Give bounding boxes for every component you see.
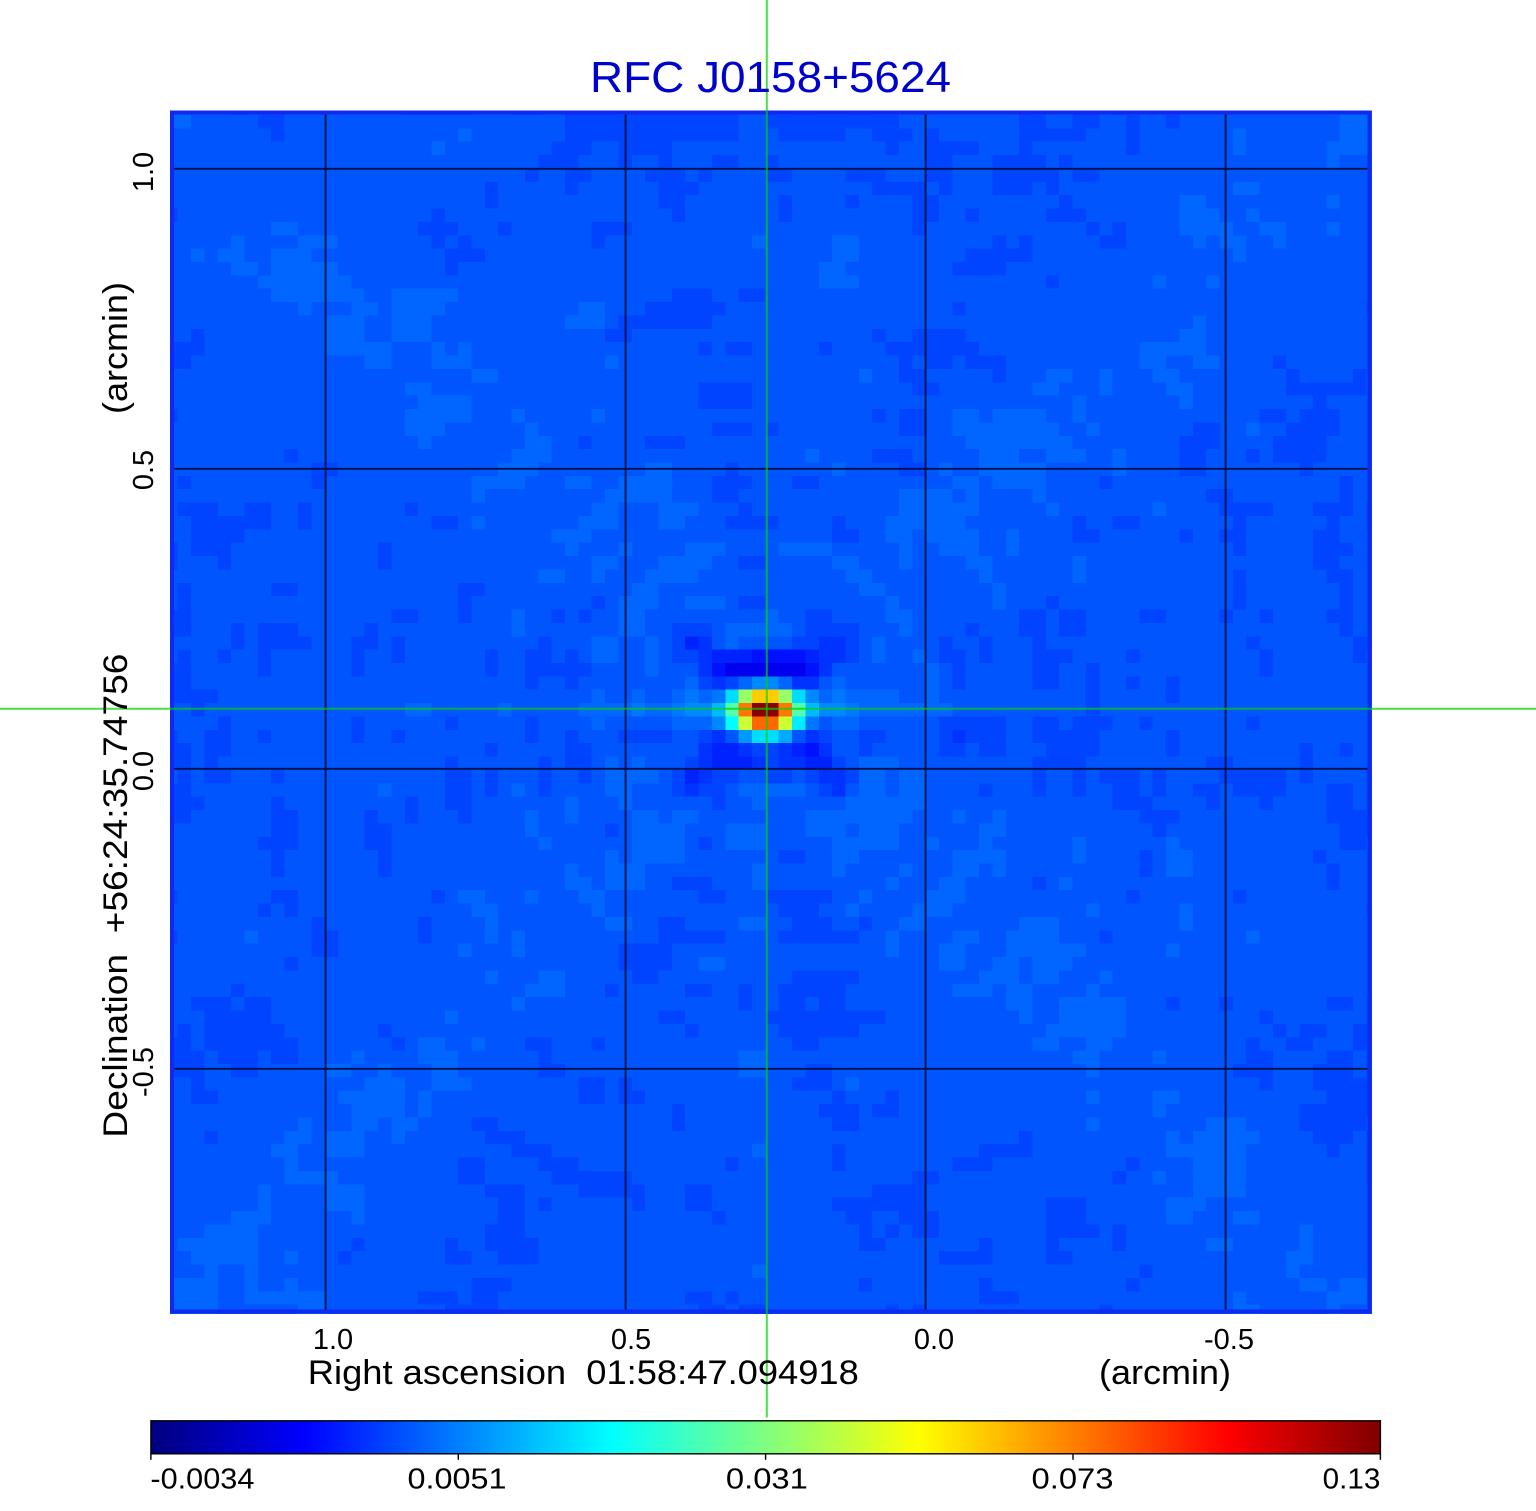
svg-text:Declination +56:24:35.74756: Declination +56:24:35.74756 (97, 654, 135, 1138)
svg-text:-0.5: -0.5 (1204, 1324, 1254, 1356)
svg-text:(arcmin): (arcmin) (1099, 1354, 1231, 1392)
svg-text:Right ascension 01:58:47.0949: Right ascension 01:58:47.094918 (308, 1354, 859, 1392)
svg-text:RFC J0158+5624: RFC J0158+5624 (590, 54, 951, 102)
svg-text:0.0051: 0.0051 (408, 1464, 507, 1496)
svg-text:(arcmin): (arcmin) (97, 282, 135, 414)
svg-text:0.0: 0.0 (914, 1324, 954, 1356)
svg-text:0.0: 0.0 (128, 751, 160, 791)
svg-text:0.073: 0.073 (1032, 1464, 1114, 1496)
svg-text:0.5: 0.5 (128, 450, 160, 490)
svg-text:-0.0034: -0.0034 (150, 1464, 254, 1496)
svg-text:1.0: 1.0 (128, 152, 160, 192)
svg-text:1.0: 1.0 (313, 1324, 353, 1356)
svg-text:0.13: 0.13 (1323, 1464, 1381, 1496)
svg-text:0.5: 0.5 (611, 1324, 651, 1356)
svg-text:-0.5: -0.5 (128, 1047, 160, 1097)
svg-text:0.031: 0.031 (726, 1464, 808, 1496)
